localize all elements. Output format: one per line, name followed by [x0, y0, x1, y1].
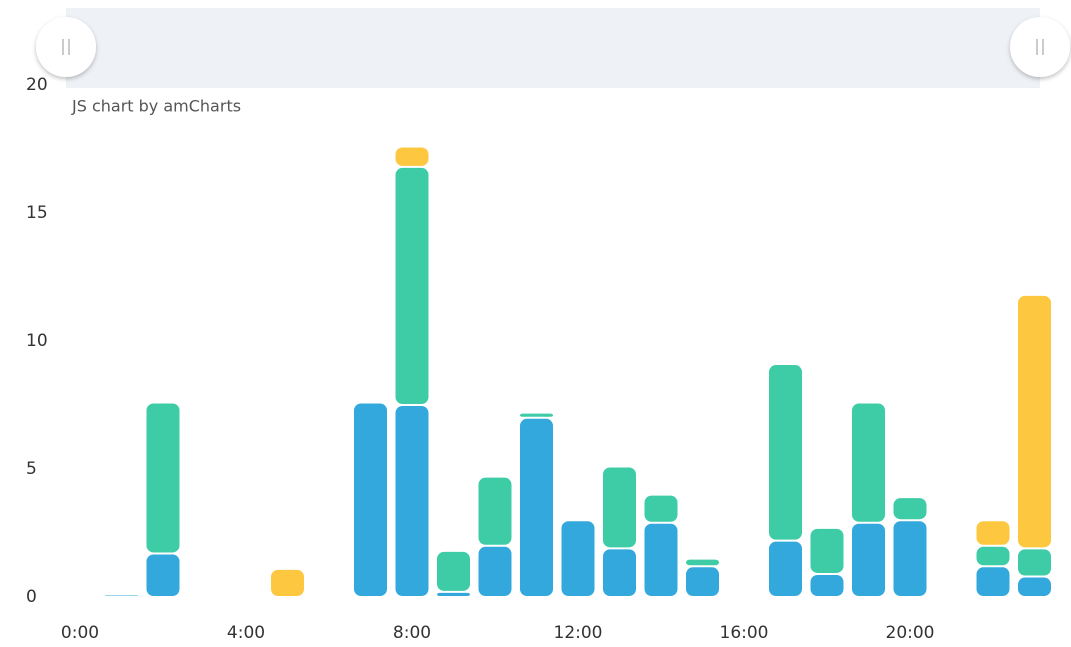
- watermark: JS chart by amCharts: [71, 97, 241, 116]
- scrollbar-grip-end[interactable]: [1010, 17, 1070, 77]
- y-tick-label: 10: [26, 331, 48, 351]
- bar-segment: [271, 569, 304, 596]
- bar-segment: [561, 521, 595, 596]
- y-tick-label: 5: [26, 459, 37, 479]
- bar-segment: [603, 549, 636, 596]
- bar-segment: [893, 498, 927, 520]
- bar-segment: [1018, 549, 1051, 576]
- bar-segment: [644, 523, 678, 596]
- bar-segment: [478, 477, 512, 545]
- bar-segment: [769, 365, 802, 540]
- bar-segment: [437, 592, 470, 596]
- y-tick-label: 15: [26, 203, 48, 223]
- y-tick-label: 0: [26, 587, 37, 607]
- y-tick-label: 20: [26, 75, 48, 95]
- bar-segment: [810, 574, 844, 596]
- x-tick-label: 12:00: [554, 623, 603, 643]
- x-tick-label: 0:00: [61, 623, 99, 643]
- bar-segment: [769, 541, 802, 596]
- bar-segment: [603, 467, 636, 548]
- bar-segment: [478, 546, 512, 596]
- bar-segment: [520, 413, 553, 417]
- bar-segment: [105, 595, 138, 596]
- bar-segment: [395, 147, 429, 166]
- bar-segment: [354, 403, 387, 596]
- bar-segment: [146, 403, 180, 553]
- bar-segment: [810, 528, 844, 573]
- bar-segment: [686, 559, 719, 566]
- bar-segment: [1018, 295, 1051, 548]
- bar-segment: [852, 403, 885, 522]
- bar-segment: [686, 567, 719, 596]
- bar-segment: [437, 551, 470, 591]
- bar-segment: [1018, 577, 1051, 596]
- x-tick-label: 4:00: [227, 623, 265, 643]
- bar-segment: [893, 521, 927, 596]
- scrollbar-track[interactable]: [66, 8, 1040, 88]
- scrollbar[interactable]: [36, 8, 1070, 88]
- scrollbar-grip-start[interactable]: [36, 17, 96, 77]
- x-tick-label: 16:00: [720, 623, 769, 643]
- bar-segment: [976, 567, 1010, 596]
- bar-segment: [395, 406, 429, 596]
- x-tick-label: 20:00: [886, 623, 935, 643]
- bar-segment: [644, 495, 678, 522]
- bar-segment: [976, 546, 1010, 566]
- bar-segment: [976, 521, 1010, 545]
- x-tick-label: 8:00: [393, 623, 431, 643]
- bar-segment: [395, 167, 429, 404]
- bar-segment: [852, 523, 885, 596]
- bar-segment: [520, 418, 553, 596]
- bar-segment: [146, 554, 180, 596]
